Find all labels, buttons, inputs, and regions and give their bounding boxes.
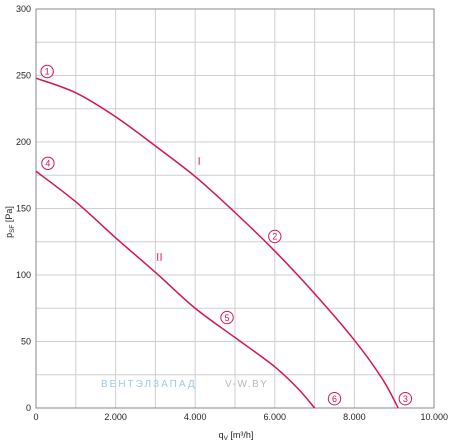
y-tick-label: 150 bbox=[16, 204, 31, 214]
curve-markers: 1 2 3 4 5 6 bbox=[40, 64, 413, 406]
x-tick-label: 2.000 bbox=[104, 412, 127, 422]
plot-frame bbox=[35, 8, 435, 409]
curve-labels: III bbox=[156, 157, 201, 264]
y-tick-label: 300 bbox=[16, 4, 31, 14]
marker-label-4: 4 bbox=[45, 158, 50, 168]
y-axis-title: pSF [Pa] bbox=[4, 206, 16, 238]
marker-label-2: 2 bbox=[272, 232, 277, 242]
series-lines bbox=[35, 77, 399, 409]
series-line-i bbox=[35, 77, 399, 409]
x-axis-title: qV [m³/h] bbox=[219, 430, 254, 442]
marker-circle-1 bbox=[40, 64, 54, 79]
y-tick-label: 0 bbox=[26, 403, 31, 413]
x-tick-label: 6.000 bbox=[264, 412, 287, 422]
marker-circle-4 bbox=[41, 156, 55, 170]
marker-circle-6 bbox=[327, 391, 342, 406]
x-tick-label: 8.000 bbox=[343, 412, 366, 422]
curve-label-i: I bbox=[198, 157, 201, 168]
marker-label-3: 3 bbox=[403, 394, 408, 404]
series-line-ii bbox=[35, 170, 316, 409]
y-tick-label: 200 bbox=[16, 137, 31, 147]
y-tick-label: 100 bbox=[16, 270, 31, 280]
x-tick-label: 4.000 bbox=[184, 412, 207, 422]
x-tick-label: 10.000 bbox=[420, 412, 448, 422]
y-tick-label: 50 bbox=[21, 337, 31, 347]
marker-circle-2 bbox=[268, 229, 282, 244]
marker-circle-3 bbox=[398, 391, 413, 406]
y-tick-labels: 0 50 100 150 200 250 300 bbox=[16, 4, 31, 413]
x-tick-label: 0 bbox=[33, 412, 38, 422]
marker-label-6: 6 bbox=[332, 394, 337, 404]
marker-label-5: 5 bbox=[225, 313, 230, 323]
watermark: ВЕНТЭЛЗАПАД V-W.BY bbox=[101, 379, 268, 390]
x-tick-labels: 0 2.000 4.000 6.000 8.000 10.000 bbox=[33, 412, 448, 422]
marker-label-1: 1 bbox=[45, 67, 50, 77]
y-tick-label: 250 bbox=[16, 71, 31, 81]
marker-circle-5 bbox=[220, 310, 234, 325]
curve-label-ii: II bbox=[156, 252, 163, 263]
grid bbox=[36, 9, 434, 408]
watermark-site: V-W.BY bbox=[225, 379, 268, 390]
watermark-brand: ВЕНТЭЛЗАПАД bbox=[101, 379, 197, 390]
